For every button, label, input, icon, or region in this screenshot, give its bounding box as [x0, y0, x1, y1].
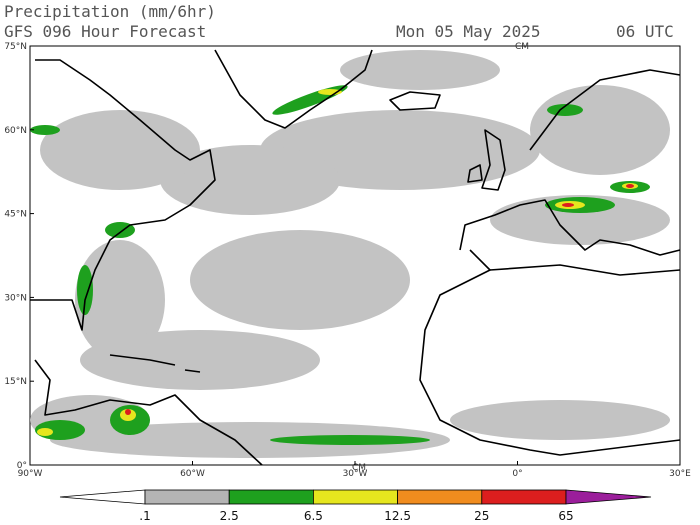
map: CM CM	[29, 42, 681, 473]
lat-label: 45°N	[4, 210, 27, 220]
lon-label: 30°E	[669, 469, 691, 479]
precip-intense	[125, 184, 634, 415]
date-label: Mon 05 May 2025	[396, 22, 541, 41]
graticule-labels: 75°N60°N45°N30°N15°N0°90°W 60°W 30°W 0° 30°E	[4, 42, 691, 479]
lon-label: 90°W	[18, 469, 43, 479]
lat-label: 15°N	[4, 377, 27, 387]
model-label: GFS 096 Hour Forecast	[4, 22, 206, 41]
lon-label: 60°W	[180, 469, 205, 479]
lon-label: 30°W	[343, 469, 368, 479]
colorbar-label: .1	[139, 509, 150, 523]
lat-label: 75°N	[4, 42, 27, 52]
colorbar-cap	[565, 489, 652, 505]
lat-label: 30°N	[4, 293, 27, 303]
colorbar-label: 65	[558, 509, 573, 523]
colorbar-cap	[59, 489, 146, 505]
colorbar-segment	[481, 489, 567, 505]
colorbar-segment	[312, 489, 398, 505]
coastlines	[30, 49, 681, 466]
lat-label: 0°	[17, 461, 27, 471]
colorbar-segment	[397, 489, 483, 505]
lat-label: 60°N	[4, 126, 27, 136]
time-label: 06 UTC	[616, 22, 674, 41]
title: Precipitation (mm/6hr)	[4, 2, 216, 21]
colorbar-label: 6.5	[304, 509, 323, 523]
colorbar-segment	[228, 489, 314, 505]
colorbar-label: 2.5	[220, 509, 239, 523]
colorbar-segment	[144, 489, 230, 505]
precip-light	[30, 50, 670, 458]
colorbar: .1 2.5 6.5 12.5 25 65	[59, 489, 652, 523]
map-marker: CM	[515, 42, 529, 52]
colorbar-label: 25	[474, 509, 489, 523]
colorbar-label: 12.5	[384, 509, 411, 523]
map-marker: CM	[352, 463, 366, 473]
lon-label: 0°	[512, 469, 522, 479]
